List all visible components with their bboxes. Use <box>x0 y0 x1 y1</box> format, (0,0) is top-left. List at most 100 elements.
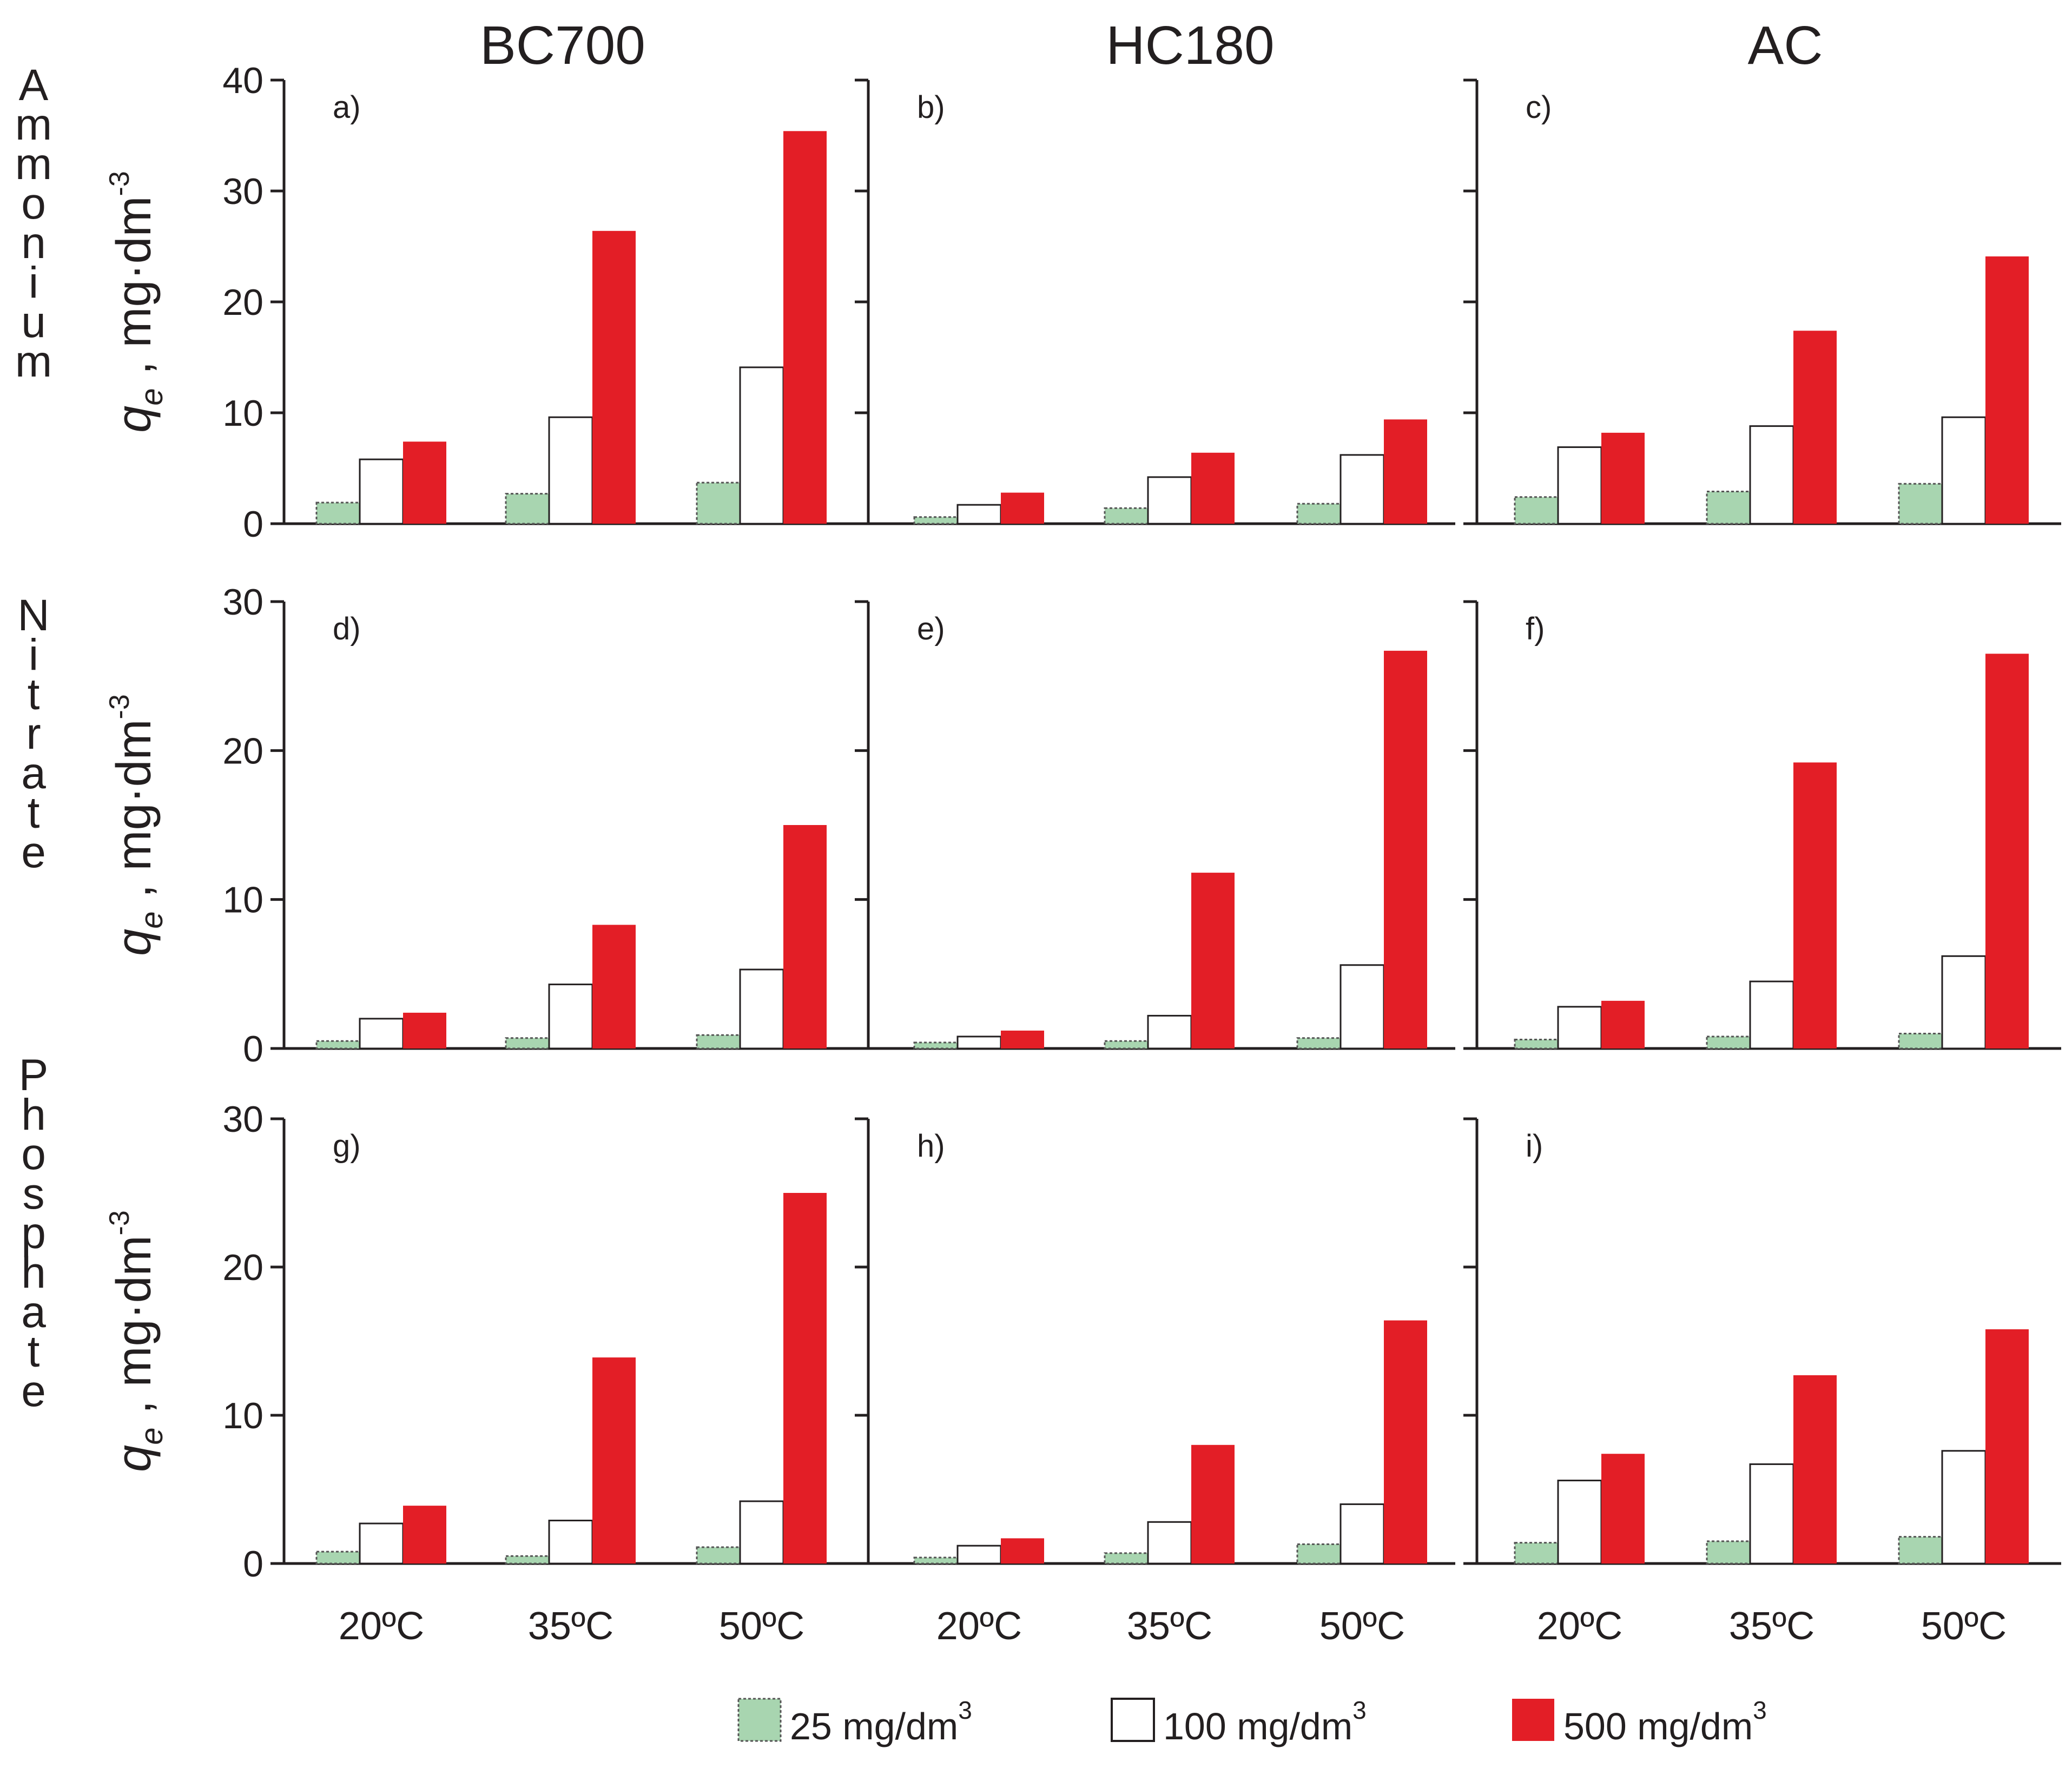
bar-25 <box>913 516 959 525</box>
y-axis-label: qe , mg·dm-3 <box>104 694 169 956</box>
bar-25 <box>913 1556 959 1565</box>
y-axis-label: qe , mg·dm-3 <box>104 1210 169 1472</box>
bar-100 <box>1941 416 1987 525</box>
bar-25 <box>1898 1536 1943 1565</box>
bar-100 <box>548 984 593 1050</box>
bar-25 <box>1296 1037 1342 1050</box>
bar-25 <box>1706 1035 1751 1050</box>
bar-100 <box>1557 446 1602 525</box>
bar-25 <box>1296 503 1342 525</box>
bar-25 <box>1514 496 1559 525</box>
bar-100 <box>548 416 593 525</box>
bar-500 <box>1191 873 1235 1048</box>
bar-25 <box>1898 483 1943 525</box>
y-tick-label: 20 <box>222 282 263 323</box>
bar-500 <box>1001 1538 1044 1564</box>
bar-25 <box>505 493 550 525</box>
bar-100 <box>956 504 1002 525</box>
bar-25 <box>315 1551 361 1565</box>
bar-100 <box>1147 1014 1192 1050</box>
bar-100 <box>548 1520 593 1565</box>
bar-25 <box>1296 1543 1342 1565</box>
panel-label: f) <box>1526 611 1545 646</box>
bar-500 <box>783 825 827 1048</box>
bar-500 <box>1601 432 1645 524</box>
bar-500 <box>1384 419 1427 524</box>
bar-100 <box>956 1035 1002 1050</box>
bar-100 <box>1147 1521 1192 1565</box>
bar-25 <box>1706 1540 1751 1565</box>
panel-label: i) <box>1526 1129 1543 1164</box>
bar-100 <box>359 1018 404 1050</box>
bar-100 <box>739 968 784 1050</box>
x-tick-label: 50ºC <box>1921 1605 2007 1648</box>
legend-swatch <box>737 1698 782 1742</box>
legend-label: 100 mg/dm3 <box>1163 1696 1367 1747</box>
panel-label: d) <box>333 611 361 646</box>
bar-25 <box>1104 1040 1149 1050</box>
bar-100 <box>1339 964 1385 1050</box>
legend-swatch <box>1512 1699 1554 1741</box>
x-tick-label: 20ºC <box>339 1605 424 1648</box>
bar-100 <box>1557 1480 1602 1565</box>
panel-label: b) <box>917 90 945 125</box>
column-title: BC700 <box>480 15 645 76</box>
x-tick-label: 50ºC <box>719 1605 804 1648</box>
bar-100 <box>1749 980 1794 1050</box>
legend-label: 500 mg/dm3 <box>1563 1696 1767 1747</box>
bar-500 <box>1191 452 1235 524</box>
bar-500 <box>1001 1030 1044 1048</box>
bar-100 <box>956 1545 1002 1565</box>
bar-25 <box>696 1034 741 1050</box>
bar-500 <box>1793 762 1837 1048</box>
panel-label: c) <box>1526 90 1552 125</box>
y-tick-label: 30 <box>222 1099 263 1140</box>
column-title: AC <box>1748 15 1823 76</box>
bar-100 <box>359 1522 404 1565</box>
y-tick-label: 0 <box>243 1028 263 1070</box>
bar-500 <box>783 131 827 524</box>
bar-100 <box>739 366 784 525</box>
bar-500 <box>403 1012 446 1048</box>
bar-100 <box>359 458 404 525</box>
bar-100 <box>1941 1450 1987 1565</box>
x-tick-label: 35ºC <box>1127 1605 1212 1648</box>
y-tick-label: 0 <box>243 1543 263 1585</box>
bar-100 <box>1147 476 1192 525</box>
bar-100 <box>1749 1463 1794 1565</box>
bar-25 <box>1104 507 1149 525</box>
bar-100 <box>1749 425 1794 525</box>
y-tick-label: 10 <box>222 393 263 434</box>
y-axis-label: qe , mg·dm-3 <box>104 171 169 433</box>
column-title: HC180 <box>1106 15 1274 76</box>
bar-500 <box>1601 1000 1645 1048</box>
bar-25 <box>505 1555 550 1565</box>
x-tick-label: 35ºC <box>1729 1605 1814 1648</box>
y-tick-label: 10 <box>222 880 263 921</box>
bar-25 <box>913 1041 959 1050</box>
bar-25 <box>1514 1542 1559 1565</box>
bar-100 <box>1557 1006 1602 1050</box>
bar-25 <box>696 1546 741 1565</box>
legend-swatch <box>1111 1698 1155 1742</box>
y-tick-label: 30 <box>222 171 263 212</box>
bar-25 <box>696 481 741 525</box>
bar-500 <box>1384 1320 1427 1564</box>
bar-500 <box>1985 256 2029 524</box>
panel-label: h) <box>917 1129 945 1164</box>
bar-500 <box>592 230 636 524</box>
bar-500 <box>1384 650 1427 1048</box>
x-tick-label: 35ºC <box>528 1605 613 1648</box>
bar-500 <box>1985 654 2029 1048</box>
bar-25 <box>1898 1032 1943 1050</box>
bar-25 <box>1706 491 1751 525</box>
bar-500 <box>1001 492 1044 524</box>
x-tick-label: 20ºC <box>936 1605 1022 1648</box>
y-tick-label: 20 <box>222 730 263 771</box>
